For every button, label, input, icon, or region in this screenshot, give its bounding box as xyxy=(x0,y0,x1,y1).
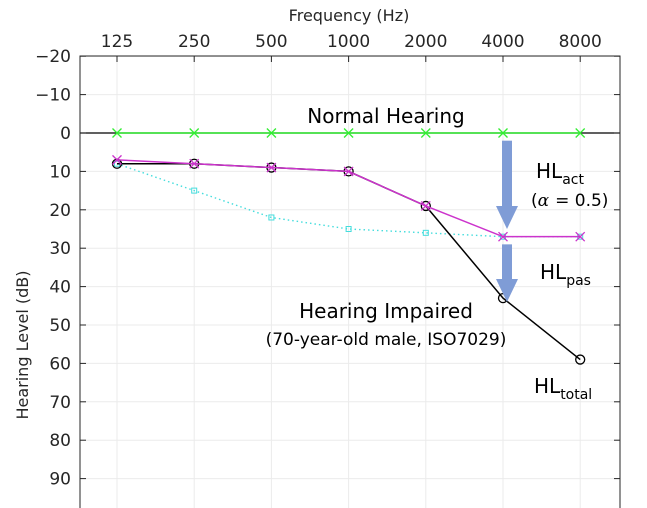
y-tick-label: −20 xyxy=(35,47,71,67)
y-tick-label: 30 xyxy=(49,239,71,259)
hl-total-sub: total xyxy=(560,387,592,403)
hearing-impaired-label: Hearing Impaired xyxy=(299,299,473,323)
hl-pas-sub: pas xyxy=(566,273,591,289)
alpha-symbol: α xyxy=(538,191,550,211)
svg-text:HLact: HLact xyxy=(536,159,584,188)
data-point-hl-act-b xyxy=(420,201,431,211)
data-point-normal-hearing-b xyxy=(420,128,431,138)
data-point-normal-hearing-b xyxy=(189,128,200,138)
series-normal-hearing xyxy=(112,128,586,138)
alpha-paren-open: ( xyxy=(531,191,538,211)
y-tick-label: 80 xyxy=(49,431,71,451)
y-ticks: −20 −10 0 10 20 30 40 50 60 70 80 90 xyxy=(35,47,620,490)
y-tick-label: 90 xyxy=(49,470,71,490)
data-point-normal-hearing-b xyxy=(575,128,586,138)
arrow-shaft-pas xyxy=(502,244,512,280)
y-tick-label: 0 xyxy=(60,124,71,144)
data-point-hl-total xyxy=(575,354,586,365)
y-tick-label: −10 xyxy=(35,86,71,106)
data-point-hl-act-b xyxy=(189,158,200,169)
hl-act-base: HL xyxy=(536,159,563,183)
hl-total-label: HLtotal xyxy=(534,374,592,403)
data-point-normal-hearing-b xyxy=(112,128,122,138)
data-point-hl-act-b xyxy=(112,154,122,165)
plot-frame xyxy=(79,55,621,508)
normal-hearing-label: Normal Hearing xyxy=(307,104,464,128)
data-point-hl-total xyxy=(420,200,431,212)
arrow-head-act xyxy=(496,206,518,229)
y-tick-label: 40 xyxy=(49,278,71,298)
data-point-hl-act-b xyxy=(266,162,277,173)
svg-text:(α= 0.5): (α = 0.5) xyxy=(531,191,608,211)
y-tick-label: 60 xyxy=(49,354,71,374)
hl-act-sub: act xyxy=(562,172,584,188)
data-point-normal-hearing-b xyxy=(498,128,508,138)
data-point-normal-hearing-b xyxy=(343,128,354,138)
y-axis-title: Hearing Level (dB) xyxy=(13,270,32,419)
hl-total-base: HL xyxy=(534,374,561,398)
x-tick-label: 1000 xyxy=(327,32,370,52)
arrow-shaft-act xyxy=(502,140,512,207)
data-point-hl-pas xyxy=(191,187,198,194)
data-point-hl-pas xyxy=(422,229,429,236)
x-tick-label: 8000 xyxy=(559,32,602,52)
arrow-pas xyxy=(496,244,518,302)
x-tick-label: 500 xyxy=(255,32,287,52)
x-ticks: 125 250 500 1000 2000 4000 8000 xyxy=(101,32,602,62)
data-point-hl-act-b xyxy=(498,231,508,242)
hl-pas-base: HL xyxy=(540,260,567,284)
y-tick-label: 10 xyxy=(49,162,71,182)
arrow-head-pas xyxy=(496,278,518,302)
hl-pas-label: HLpas xyxy=(540,260,591,289)
data-point-hl-pas xyxy=(268,214,275,221)
hearing-impaired-sublabel: (70-year-old male, ISO7029) xyxy=(266,330,507,350)
x-tick-label: 125 xyxy=(101,32,133,52)
series-hl-act xyxy=(112,154,586,242)
data-point-normal-hearing-b xyxy=(266,128,277,138)
y-tick-label: 20 xyxy=(49,201,71,221)
arrows xyxy=(496,140,518,302)
y-tick-label: 70 xyxy=(49,393,71,413)
hl-act-label: HLact (α = 0.5) xyxy=(531,159,608,211)
arrow-act xyxy=(496,140,518,229)
x-axis-title: Frequency (Hz) xyxy=(289,6,410,25)
data-point-hl-act-b xyxy=(575,231,586,242)
x-tick-label: 2000 xyxy=(404,32,447,52)
data-point-hl-pas xyxy=(345,226,352,232)
data-series xyxy=(80,128,620,365)
x-tick-label: 250 xyxy=(178,32,210,52)
y-tick-label: 50 xyxy=(49,316,71,336)
x-tick-label: 4000 xyxy=(481,32,524,52)
data-point-hl-act-b xyxy=(343,166,354,177)
alpha-value: = 0.5) xyxy=(555,191,608,211)
